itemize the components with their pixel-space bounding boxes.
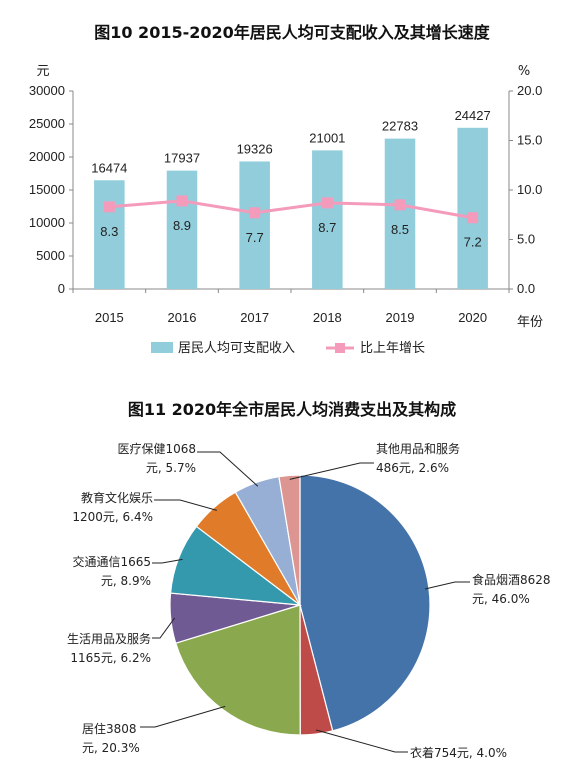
income-bar <box>94 180 125 289</box>
pie-leader-line <box>152 617 176 639</box>
pie-label-line1: 生活用品及服务 <box>67 631 151 646</box>
growth-value-label: 8.7 <box>318 220 336 235</box>
income-bar <box>457 127 488 289</box>
pie-label-line1: 其他用品和服务 <box>376 441 460 456</box>
pie-leader-line <box>197 451 259 487</box>
pie-slices <box>169 474 431 736</box>
growth-marker <box>321 197 333 209</box>
income-value-label: 21001 <box>309 130 345 145</box>
pie-leader-line <box>289 462 374 480</box>
x-tick-labels: 2015 2016 2017 2018 2019 2020 <box>72 289 510 325</box>
income-bars: 16474 17937 19326 21001 22783 24427 <box>91 108 491 289</box>
growth-marker <box>103 201 115 213</box>
right-tick-label: 0.0 <box>517 281 535 296</box>
growth-marker <box>467 212 479 224</box>
pie-label-line1: 食品烟酒8628 <box>472 572 551 587</box>
legend-swatch-growth-marker <box>335 343 345 353</box>
growth-polyline <box>109 199 473 220</box>
growth-value-label: 8.5 <box>391 222 409 237</box>
x-tick-label: 2018 <box>313 310 342 325</box>
left-tick-label: 20000 <box>29 149 65 164</box>
pie-slice <box>174 604 301 736</box>
income-value-label: 17937 <box>164 151 200 166</box>
pie-label-line1: 医疗保健1068 <box>117 442 196 456</box>
pie-leader-line <box>154 499 217 511</box>
pie-label-line2: 1165元, 6.2% <box>70 651 151 665</box>
income-bar <box>166 170 198 289</box>
income-value-label: 22783 <box>382 119 418 134</box>
pie-leader-lines <box>140 451 470 753</box>
left-tick-label: 10000 <box>29 215 65 230</box>
income-bar <box>239 161 270 289</box>
consumption-chart-title: 图11 2020年全市居民人均消费支出及其构成 <box>128 400 456 419</box>
pie-label-line1: 居住3808 <box>82 722 137 736</box>
growth-line: 8.3 8.9 7.7 8.7 8.5 7.2 <box>100 195 482 250</box>
pie-label-line1: 教育文化娱乐 <box>81 490 153 505</box>
income-value-label: 24427 <box>455 108 491 123</box>
growth-marker <box>176 195 188 207</box>
left-tick-label: 0 <box>58 281 65 296</box>
pie-label-line2: 486元, 2.6% <box>376 461 449 475</box>
right-tick-label: 10.0 <box>517 182 542 197</box>
income-bar <box>384 138 416 289</box>
legend-swatch-income <box>151 342 173 353</box>
left-tick-label: 25000 <box>29 116 65 131</box>
income-bar <box>312 150 343 289</box>
pie-label-line2: 元, 46.0% <box>472 592 530 606</box>
left-tick-label: 15000 <box>29 182 65 197</box>
pie-label-line1: 衣着754元, 4.0% <box>410 745 507 760</box>
income-chart: 图10 2015-2020年居民人均可支配收入及其增长速度 元 % 年份 0 50… <box>29 23 543 356</box>
x-tick-label: 2017 <box>240 310 269 325</box>
pie-leader-line <box>152 558 183 564</box>
growth-value-label: 7.2 <box>464 235 482 250</box>
income-legend: 居民人均可支配收入 比上年增长 <box>151 341 425 356</box>
x-axis-unit: 年份 <box>517 315 543 330</box>
right-tick-label: 5.0 <box>517 232 535 247</box>
growth-marker <box>394 199 406 211</box>
pie-leader-line <box>140 705 226 728</box>
growth-marker <box>249 207 261 219</box>
consumption-chart: 图11 2020年全市居民人均消费支出及其构成 食品烟酒8628 元, 46.0%… <box>67 400 551 760</box>
income-value-label: 16474 <box>91 160 127 175</box>
pie-label-line2: 元, 8.9% <box>101 574 151 588</box>
pie-slice <box>278 474 301 606</box>
right-tick-labels: 0.0 5.0 10.0 15.0 20.0 <box>509 83 542 296</box>
growth-value-label: 7.7 <box>246 230 264 245</box>
pie-leader-line <box>315 729 408 753</box>
pie-leader-line <box>424 581 470 590</box>
pie-label-line2: 元, 5.7% <box>146 461 196 475</box>
pie-label-line2: 1200元, 6.4% <box>72 510 153 524</box>
right-tick-label: 15.0 <box>517 133 542 148</box>
left-axis-unit: 元 <box>36 64 49 79</box>
right-axis-unit: % <box>518 64 530 79</box>
left-tick-label: 30000 <box>29 83 65 98</box>
left-tick-label: 5000 <box>36 248 65 263</box>
growth-value-label: 8.3 <box>100 224 118 239</box>
left-tick-labels: 0 5000 10000 15000 20000 25000 30000 <box>29 83 73 296</box>
income-chart-title: 图10 2015-2020年居民人均可支配收入及其增长速度 <box>94 23 491 42</box>
x-tick-label: 2015 <box>95 310 124 325</box>
legend-label-growth: 比上年增长 <box>360 341 425 356</box>
pie-label-line1: 交通通信1665 <box>72 554 151 569</box>
right-tick-label: 20.0 <box>517 83 542 98</box>
pie-labels: 食品烟酒8628 元, 46.0% 衣着754元, 4.0% 居住3808 元, 20.… <box>67 441 551 760</box>
income-value-label: 19326 <box>237 141 273 156</box>
x-tick-label: 2016 <box>168 310 197 325</box>
legend-label-income: 居民人均可支配收入 <box>178 341 295 356</box>
pie-label-line2: 元, 20.3% <box>82 741 140 755</box>
x-tick-label: 2019 <box>386 310 415 325</box>
growth-value-label: 8.9 <box>173 218 191 233</box>
x-tick-label: 2020 <box>458 310 487 325</box>
